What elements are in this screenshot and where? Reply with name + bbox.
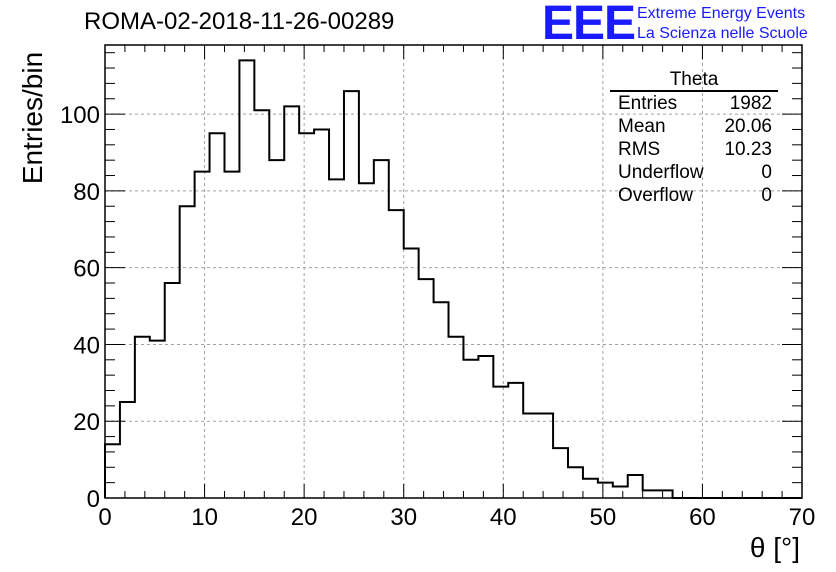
histogram-bin (254, 110, 269, 498)
stats-row-mean: Mean 20.06 (610, 115, 778, 138)
histogram-bin (359, 183, 374, 498)
histogram-bin (449, 337, 464, 498)
x-tick-label: 20 (291, 504, 318, 531)
logo-line-1: Extreme Energy Events (637, 5, 806, 22)
histogram-bin (120, 402, 135, 498)
histogram-bin (314, 129, 329, 498)
histogram-bin (419, 279, 434, 498)
histogram-bin (628, 475, 643, 498)
histogram-bin (434, 302, 449, 498)
histogram-bin (583, 479, 598, 498)
y-tick-label: 60 (73, 256, 100, 283)
histogram-bin (180, 206, 195, 498)
stats-label: Underflow (618, 162, 704, 183)
histogram-bin (463, 360, 478, 498)
histogram-bin (210, 133, 225, 498)
histogram-bin (135, 337, 150, 498)
histogram-bin (284, 106, 299, 498)
histogram-bin (613, 486, 628, 498)
y-tick-label: 40 (73, 332, 100, 359)
histogram-bin (195, 172, 210, 498)
histogram-bin (239, 60, 254, 498)
stats-value: 0 (761, 185, 772, 206)
stats-label: Entries (618, 93, 678, 114)
stats-value: 1982 (729, 93, 772, 114)
plot-frame (104, 44, 803, 499)
histogram-bin (658, 490, 673, 498)
y-tick-label: 100 (60, 102, 100, 129)
histogram-bin (299, 133, 314, 498)
stats-row-entries: Entries 1982 (610, 92, 778, 115)
histogram-bin (389, 210, 404, 498)
stats-value: 0 (761, 162, 772, 183)
histogram-bin (553, 448, 568, 498)
histogram-bin (598, 483, 613, 498)
stats-value: 20.06 (724, 116, 772, 137)
histogram-bin (493, 387, 508, 498)
histogram-bin (538, 414, 553, 498)
stats-title: Theta (610, 70, 778, 92)
stats-box: Theta Entries 1982 Mean 20.06 RMS 10.23 … (610, 70, 778, 207)
y-tick-label: 0 (87, 486, 100, 513)
histogram-bin (374, 160, 389, 498)
y-tick-label: 20 (73, 409, 100, 436)
x-tick-label: 0 (98, 504, 111, 531)
plot-title: ROMA-02-2018-11-26-00289 (84, 8, 395, 35)
histogram-bin (269, 160, 284, 498)
logo-line-2: La Scienza nelle Scuole (637, 25, 808, 42)
stats-row-overflow: Overflow 0 (610, 184, 778, 207)
stats-label: RMS (618, 139, 661, 160)
stats-label: Mean (618, 116, 666, 137)
x-tick-label: 30 (390, 504, 417, 531)
histogram-bin (150, 341, 165, 498)
x-axis-label: θ [°] (749, 532, 800, 563)
histogram-bin (478, 356, 493, 498)
x-tick-label: 50 (590, 504, 617, 531)
x-tick-label: 40 (490, 504, 517, 531)
histogram-bin (568, 467, 583, 498)
stats-label: Overflow (618, 185, 693, 206)
y-axis-label: Entries/bin (17, 51, 48, 185)
histogram-bin (404, 248, 419, 498)
stats-row-rms: RMS 10.23 (610, 138, 778, 161)
histogram-bin (508, 383, 523, 498)
histogram-bin (344, 91, 359, 498)
x-tick-label: 10 (191, 504, 218, 531)
histogram-bin (329, 179, 344, 498)
stats-row-underflow: Underflow 0 (610, 161, 778, 184)
x-tick-label: 60 (689, 504, 716, 531)
histogram-bin (643, 490, 658, 498)
x-tick-label: 70 (789, 504, 816, 531)
eee-logo: EEE (542, 0, 636, 50)
histogram-step-line (104, 59, 802, 499)
stats-value: 10.23 (724, 139, 772, 160)
histogram-bin (523, 414, 538, 498)
y-tick-label: 80 (73, 179, 100, 206)
histogram-bin (224, 172, 239, 498)
histogram-bin (165, 283, 180, 498)
